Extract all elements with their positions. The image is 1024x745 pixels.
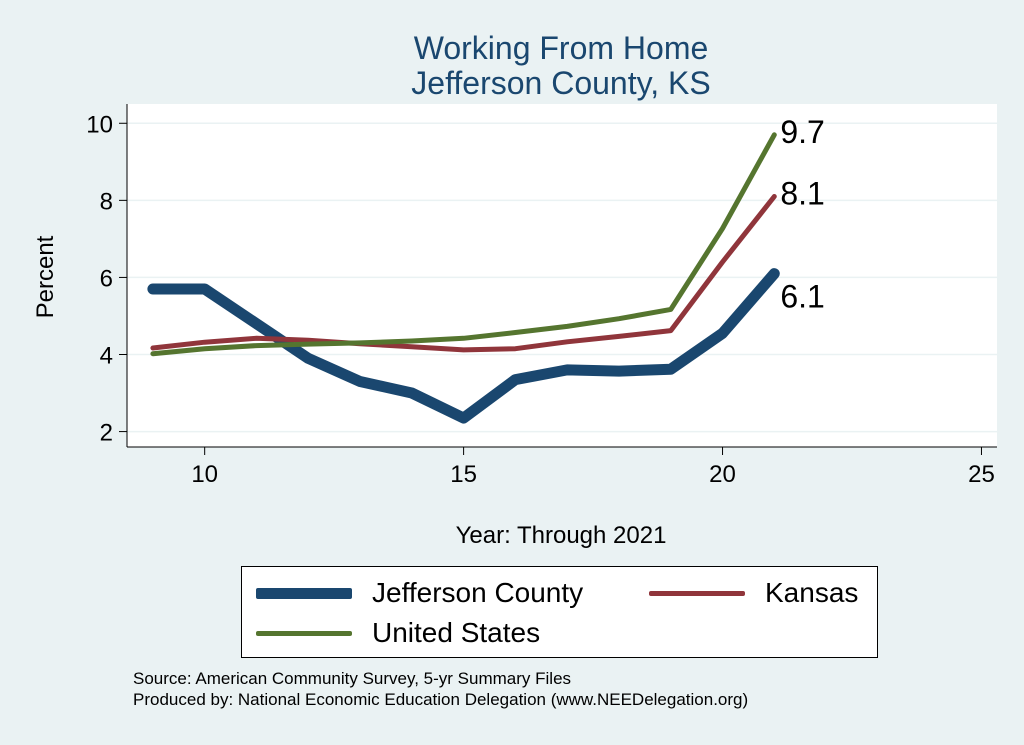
x-tick-label-10: 10 (191, 461, 218, 488)
chart-title-line-1: Working From Home (414, 30, 709, 66)
produced-line: Produced by: National Economic Education… (133, 690, 749, 709)
series-line-kansas (150, 194, 777, 353)
x-axis-title: Year: Through 2021 (456, 522, 667, 549)
x-tick-label-20: 20 (709, 461, 736, 488)
legend-swatch-kansas (649, 590, 745, 596)
end-label-kansas: 8.1 (780, 175, 824, 211)
legend-label-kansas: Kansas (765, 577, 859, 608)
y-axis-title: Percent (32, 235, 59, 318)
plot-area (127, 104, 997, 447)
legend-swatch-united-states (256, 630, 352, 636)
chart-title-line-2: Jefferson County, KS (411, 65, 710, 101)
y-tick-label-6: 6 (100, 265, 113, 292)
end-label-jefferson-county: 6.1 (780, 279, 824, 315)
y-tick-label-8: 8 (100, 188, 113, 215)
y-tick-label-2: 2 (100, 420, 113, 447)
legend-label-jefferson-county: Jefferson County (372, 577, 584, 608)
chart: Working From Home Jefferson County, KS 2… (32, 30, 997, 549)
legend-swatch-jefferson-county (256, 587, 352, 599)
x-tick-label-15: 15 (450, 461, 477, 488)
series-line-united-states (150, 132, 777, 357)
legend-item-kansas: Kansas (649, 577, 858, 609)
legend: Jefferson County Kansas United States (241, 566, 878, 658)
y-tick-label-4: 4 (100, 343, 113, 370)
source-note: Source: American Community Survey, 5-yr … (133, 668, 748, 710)
end-label-united-states: 9.7 (780, 114, 824, 150)
legend-item-jefferson-county: Jefferson County (256, 577, 583, 609)
legend-label-united-states: United States (372, 617, 541, 648)
y-tick-label-10: 10 (86, 111, 113, 138)
series-line-jefferson-county (147, 268, 780, 424)
legend-item-united-states: United States (256, 617, 540, 649)
x-tick-label-25: 25 (968, 461, 995, 488)
source-line: Source: American Community Survey, 5-yr … (133, 669, 572, 688)
